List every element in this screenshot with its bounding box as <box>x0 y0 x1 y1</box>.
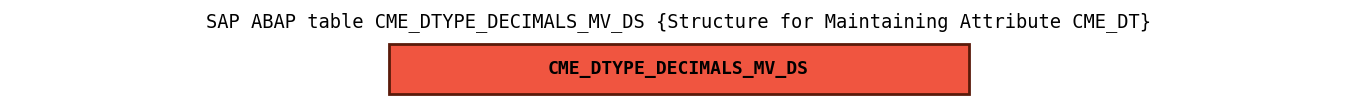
Text: SAP ABAP table CME_DTYPE_DECIMALS_MV_DS {Structure for Maintaining Attribute CME: SAP ABAP table CME_DTYPE_DECIMALS_MV_DS … <box>206 12 1151 32</box>
FancyBboxPatch shape <box>388 44 969 94</box>
Text: CME_DTYPE_DECIMALS_MV_DS: CME_DTYPE_DECIMALS_MV_DS <box>548 60 809 78</box>
